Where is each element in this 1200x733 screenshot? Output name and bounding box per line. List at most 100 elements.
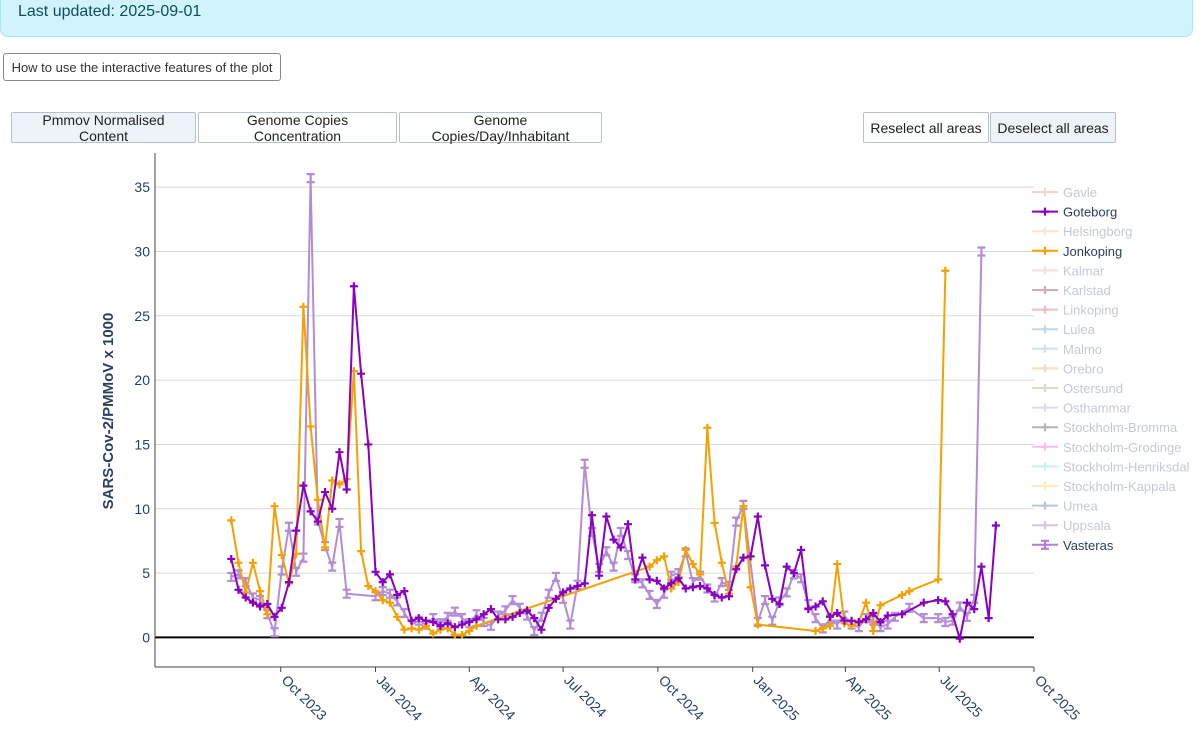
data-point-jonkoping[interactable]	[941, 266, 950, 275]
data-point-goteborg[interactable]	[941, 597, 950, 606]
data-point-goteborg[interactable]	[573, 581, 582, 590]
data-point-goteborg[interactable]	[602, 512, 611, 521]
data-point-goteborg[interactable]	[955, 634, 964, 643]
data-point-goteborg[interactable]	[270, 612, 279, 621]
data-point-goteborg[interactable]	[667, 579, 676, 588]
data-point-goteborg[interactable]	[753, 512, 762, 521]
data-point-vasteras[interactable]	[811, 613, 820, 624]
data-point-goteborg[interactable]	[328, 504, 337, 513]
data-point-goteborg[interactable]	[595, 571, 604, 580]
data-point-jonkoping[interactable]	[364, 581, 373, 590]
data-point-goteborg[interactable]	[761, 561, 770, 570]
data-point-vasteras[interactable]	[652, 598, 661, 610]
data-point-vasteras[interactable]	[768, 615, 777, 626]
legend-marker[interactable]	[1041, 266, 1049, 275]
data-point-goteborg[interactable]	[746, 552, 755, 561]
legend-marker[interactable]	[1041, 539, 1049, 550]
data-point-vasteras[interactable]	[717, 576, 726, 588]
legend-marker[interactable]	[1041, 227, 1049, 236]
data-point-jonkoping[interactable]	[753, 620, 762, 629]
data-point-jonkoping[interactable]	[652, 556, 661, 565]
data-point-goteborg[interactable]	[977, 562, 986, 571]
legend-marker[interactable]	[1041, 246, 1049, 255]
data-point-goteborg[interactable]	[782, 562, 791, 571]
data-point-vasteras[interactable]	[335, 517, 344, 529]
data-point-goteborg[interactable]	[321, 488, 330, 497]
data-point-goteborg[interactable]	[862, 615, 871, 624]
data-point-vasteras[interactable]	[833, 619, 842, 630]
legend-item-goteborg[interactable]: Goteborg	[1032, 205, 1117, 220]
data-point-vasteras[interactable]	[609, 561, 618, 572]
data-point-goteborg[interactable]	[465, 617, 474, 626]
data-point-jonkoping[interactable]	[321, 543, 330, 552]
data-point-goteborg[interactable]	[876, 617, 885, 626]
data-point-goteborg[interactable]	[674, 574, 683, 583]
data-point-goteborg[interactable]	[400, 587, 409, 596]
data-point-jonkoping[interactable]	[414, 625, 423, 634]
data-point-vasteras[interactable]	[306, 173, 315, 184]
data-point-goteborg[interactable]	[768, 594, 777, 603]
data-point-vasteras[interactable]	[385, 588, 394, 599]
legend-marker[interactable]	[1041, 286, 1049, 294]
legend-marker[interactable]	[1041, 188, 1049, 196]
data-point-vasteras[interactable]	[638, 578, 647, 589]
data-point-goteborg[interactable]	[609, 535, 618, 544]
data-point-goteborg[interactable]	[623, 520, 632, 529]
data-point-goteborg[interactable]	[551, 594, 560, 603]
data-point-goteborg[interactable]	[299, 481, 308, 490]
data-point-jonkoping[interactable]	[905, 587, 914, 596]
data-point-goteborg[interactable]	[825, 612, 834, 621]
data-point-goteborg[interactable]	[544, 603, 553, 612]
data-point-goteborg[interactable]	[422, 616, 431, 625]
data-point-goteborg[interactable]	[847, 616, 856, 625]
data-point-goteborg[interactable]	[854, 617, 863, 626]
data-point-vasteras[interactable]	[645, 589, 654, 601]
data-point-jonkoping[interactable]	[335, 480, 344, 489]
data-point-goteborg[interactable]	[970, 605, 979, 614]
data-point-vasteras[interactable]	[270, 627, 279, 638]
data-point-goteborg[interactable]	[688, 583, 697, 592]
tab-genome-per-inhabitant[interactable]: Genome Copies/Day/Inhabitant	[399, 112, 602, 144]
legend-item-stockholm-kappala[interactable]: Stockholm-Kappala	[1032, 479, 1176, 494]
data-point-jonkoping[interactable]	[645, 562, 654, 571]
data-point-goteborg[interactable]	[818, 597, 827, 606]
data-point-goteborg[interactable]	[248, 598, 257, 607]
data-point-vasteras[interactable]	[934, 613, 943, 624]
data-point-goteborg[interactable]	[378, 578, 387, 587]
data-point-goteborg[interactable]	[724, 592, 733, 601]
data-point-goteborg[interactable]	[645, 575, 654, 584]
data-point-goteborg[interactable]	[494, 615, 503, 624]
data-point-goteborg[interactable]	[227, 554, 236, 563]
data-point-goteborg[interactable]	[587, 511, 596, 520]
data-point-jonkoping[interactable]	[277, 551, 286, 560]
data-point-goteborg[interactable]	[501, 615, 510, 624]
data-point-vasteras[interactable]	[328, 561, 337, 572]
legend-marker[interactable]	[1041, 442, 1049, 451]
data-point-vasteras[interactable]	[508, 595, 517, 606]
data-point-jonkoping[interactable]	[429, 629, 438, 638]
data-point-vasteras[interactable]	[616, 526, 625, 538]
legend-marker[interactable]	[1041, 344, 1049, 353]
data-point-jonkoping[interactable]	[811, 626, 820, 635]
data-point-vasteras[interactable]	[566, 619, 575, 630]
data-point-vasteras[interactable]	[883, 619, 892, 630]
data-point-jonkoping[interactable]	[378, 596, 387, 605]
data-point-goteborg[interactable]	[313, 517, 322, 526]
data-point-goteborg[interactable]	[349, 282, 358, 291]
data-point-goteborg[interactable]	[429, 617, 438, 626]
data-point-jonkoping[interactable]	[696, 570, 705, 579]
data-point-vasteras[interactable]	[941, 616, 950, 628]
data-point-goteborg[interactable]	[393, 590, 402, 599]
data-point-jonkoping[interactable]	[400, 625, 409, 634]
data-point-goteborg[interactable]	[739, 553, 748, 562]
legend-marker[interactable]	[1041, 403, 1049, 412]
data-point-goteborg[interactable]	[559, 588, 568, 597]
data-point-jonkoping[interactable]	[862, 598, 871, 607]
data-point-goteborg[interactable]	[486, 605, 495, 614]
data-point-goteborg[interactable]	[616, 543, 625, 552]
data-point-goteborg[interactable]	[710, 590, 719, 599]
data-point-goteborg[interactable]	[963, 598, 972, 607]
data-point-vasteras[interactable]	[450, 606, 459, 617]
data-point-goteborg[interactable]	[631, 575, 640, 584]
data-point-jonkoping[interactable]	[739, 502, 748, 511]
